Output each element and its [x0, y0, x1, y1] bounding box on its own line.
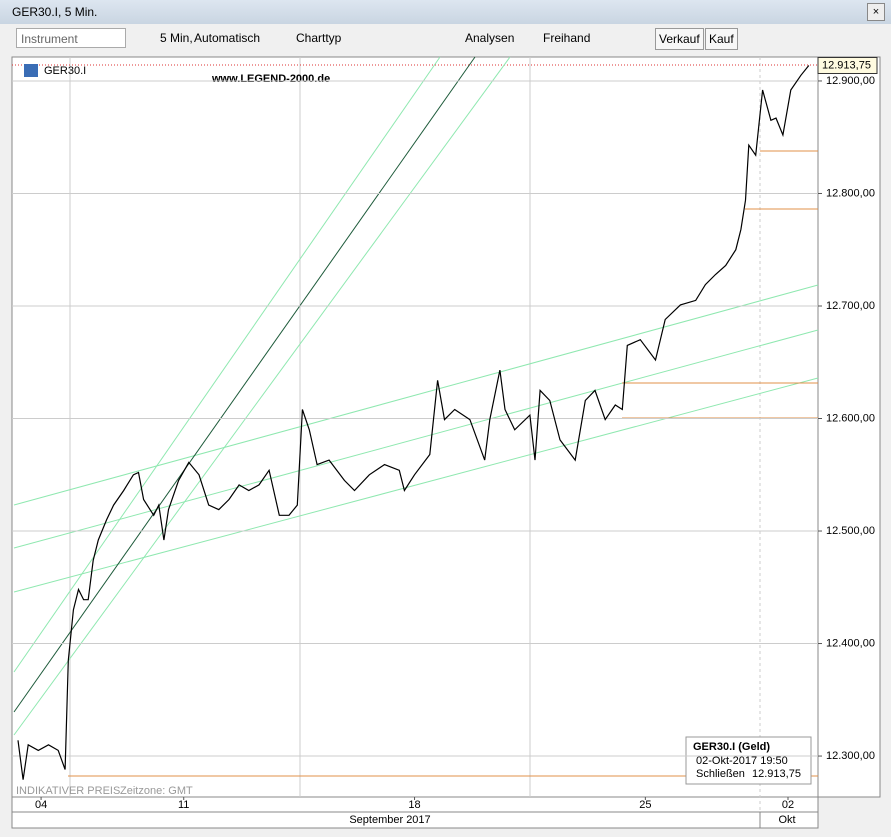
- month-label: September 2017: [349, 814, 430, 826]
- y-tick-label: 12.900,00: [826, 75, 875, 87]
- trend-line: [13, 56, 441, 673]
- timezone: Zeitzone: GMT: [120, 785, 193, 797]
- y-tick-label: 12.300,00: [826, 750, 875, 762]
- toolbar: Instrument 5 Min, Automatisch Charttyp A…: [12, 27, 882, 53]
- y-axis-area: [817, 56, 881, 798]
- sell-button[interactable]: Verkauf: [655, 28, 704, 50]
- y-tick-label: 12.600,00: [826, 412, 875, 424]
- info-datetime: 02-Okt-2017 19:50: [696, 755, 788, 767]
- last-price-label: 12.913,75: [822, 59, 871, 71]
- trend-line: [13, 284, 819, 506]
- window-title: GER30.I, 5 Min.: [12, 5, 98, 19]
- interval[interactable]: 5 Min,: [160, 31, 193, 45]
- last-price-tag: [817, 56, 878, 74]
- close-button[interactable]: ×: [867, 3, 885, 21]
- info-title: GER30.I (Geld): [693, 741, 770, 753]
- title-bar: GER30.I, 5 Min. ×: [0, 0, 891, 24]
- mode[interactable]: Automatisch: [194, 31, 261, 45]
- info-close-label: Schließen: [696, 768, 745, 780]
- plot-area: [11, 56, 819, 798]
- footer-left: INDIKATIVER PREIS: [16, 785, 120, 797]
- instrument-input[interactable]: Instrument: [16, 28, 126, 48]
- x-tick-label: 02: [782, 799, 794, 811]
- symbol[interactable]: GER30.I: [44, 65, 86, 77]
- freehand[interactable]: Freihand: [543, 31, 591, 45]
- analyses[interactable]: Analysen: [465, 31, 515, 45]
- y-tick-label: 12.400,00: [826, 637, 875, 649]
- info-box: [685, 736, 812, 785]
- y-tick-label: 12.800,00: [826, 187, 875, 199]
- symbol-icon: [24, 64, 38, 77]
- month-label: Okt: [778, 814, 795, 826]
- buy-button[interactable]: Kauf: [705, 28, 738, 50]
- x-tick-label: 25: [639, 799, 651, 811]
- trend-line: [13, 329, 819, 549]
- y-tick-label: 12.500,00: [826, 525, 875, 537]
- trend-line: [13, 56, 476, 713]
- x-tick-label: 18: [408, 799, 420, 811]
- trend-line: [13, 377, 819, 593]
- price-line: [17, 65, 810, 780]
- trend-lines: [13, 56, 819, 736]
- x-tick-label: 04: [35, 799, 47, 811]
- trend-line: [13, 56, 511, 736]
- chart-type[interactable]: Charttyp: [296, 31, 342, 45]
- watermark: www.LEGEND-2000.de: [211, 73, 330, 85]
- y-tick-label: 12.700,00: [826, 300, 875, 312]
- info-close-value: 12.913,75: [752, 768, 801, 780]
- x-tick-label: 11: [178, 799, 189, 811]
